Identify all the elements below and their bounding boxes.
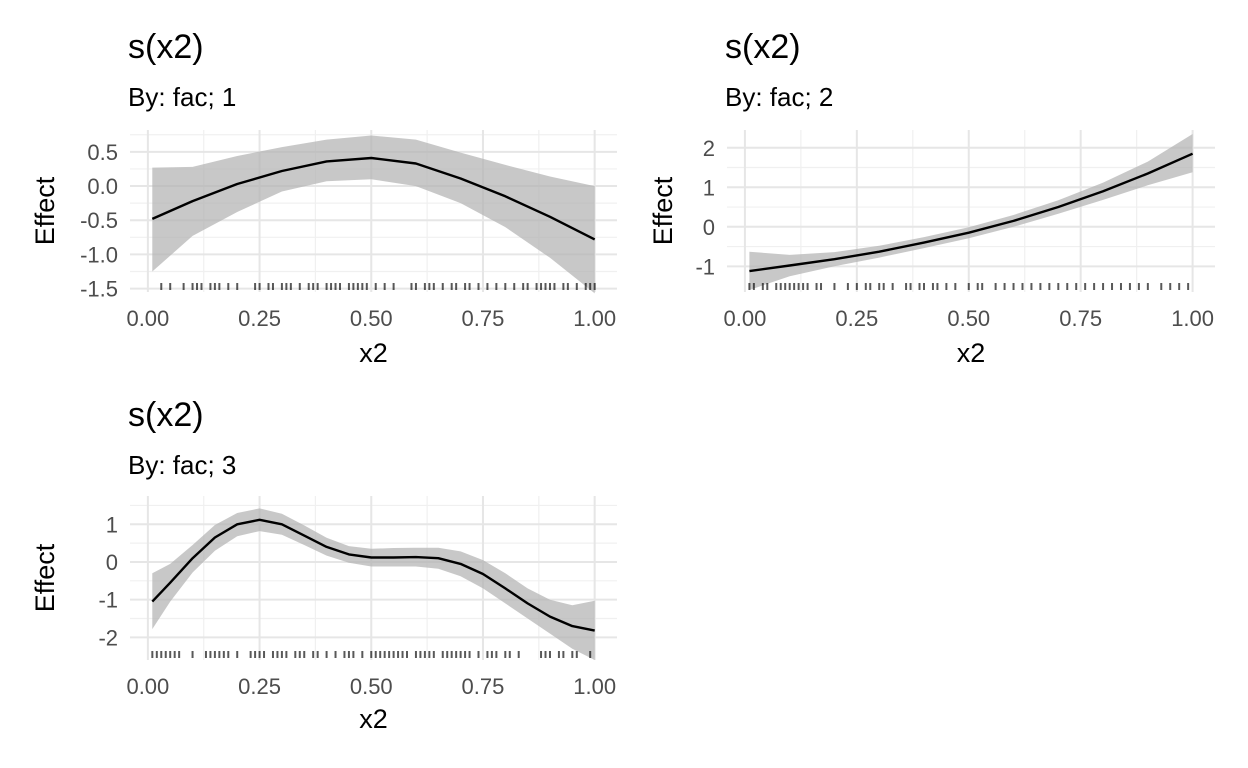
panel-subtitle: By: fac; 2 [725, 82, 834, 112]
x-tick-label: 0.75 [462, 674, 505, 699]
x-tick-label: 1.00 [573, 306, 616, 331]
panel-title: s(x2) [128, 28, 204, 66]
x-tick-label: 0.00 [723, 306, 766, 331]
smooth-effect-line [749, 152, 1194, 273]
y-tick-label: 1 [703, 175, 715, 200]
x-tick-label: 1.00 [573, 674, 616, 699]
x-tick-label: 0.25 [238, 674, 281, 699]
y-axis-label: Effect [30, 543, 60, 612]
y-tick-label: -1.5 [80, 277, 118, 302]
x-axis-label: x2 [359, 704, 388, 734]
y-tick-label: 0 [703, 215, 715, 240]
confidence-band [152, 508, 595, 660]
panel-subtitle: By: fac; 1 [128, 82, 237, 112]
panel-title: s(x2) [725, 28, 801, 66]
y-tick-label: -1.0 [80, 242, 118, 267]
y-tick-label: 2 [703, 136, 715, 161]
x-tick-label: 0.50 [947, 306, 990, 331]
x-tick-label: 0.50 [350, 674, 393, 699]
x-tick-label: 0.00 [126, 306, 169, 331]
panel-title: s(x2) [128, 396, 204, 434]
confidence-band [749, 134, 1193, 290]
panel-subtitle: By: fac; 3 [128, 450, 237, 480]
y-tick-label: -2 [98, 625, 118, 650]
x-axis-label: x2 [957, 338, 986, 368]
x-axis-label: x2 [359, 338, 388, 368]
x-tick-label: 0.00 [126, 674, 169, 699]
y-tick-label: -1 [695, 254, 715, 279]
x-tick-label: 0.75 [1059, 306, 1102, 331]
x-tick-label: 0.25 [238, 306, 281, 331]
y-tick-label: 0.0 [87, 174, 118, 199]
x-tick-label: 1.00 [1171, 306, 1214, 331]
x-tick-label: 0.50 [350, 306, 393, 331]
y-tick-label: -0.5 [80, 208, 118, 233]
y-axis-label: Effect [30, 176, 60, 245]
confidence-band [152, 135, 595, 294]
smooth-effect-line [151, 518, 595, 632]
y-tick-label: 0 [106, 550, 118, 575]
x-tick-label: 0.25 [835, 306, 878, 331]
y-tick-label: 0.5 [87, 140, 118, 165]
y-tick-label: -1 [98, 588, 118, 613]
smooth-effect-line [151, 156, 596, 241]
y-axis-label: Effect [648, 176, 678, 245]
x-tick-label: 0.75 [462, 306, 505, 331]
y-tick-label: 1 [106, 512, 118, 537]
